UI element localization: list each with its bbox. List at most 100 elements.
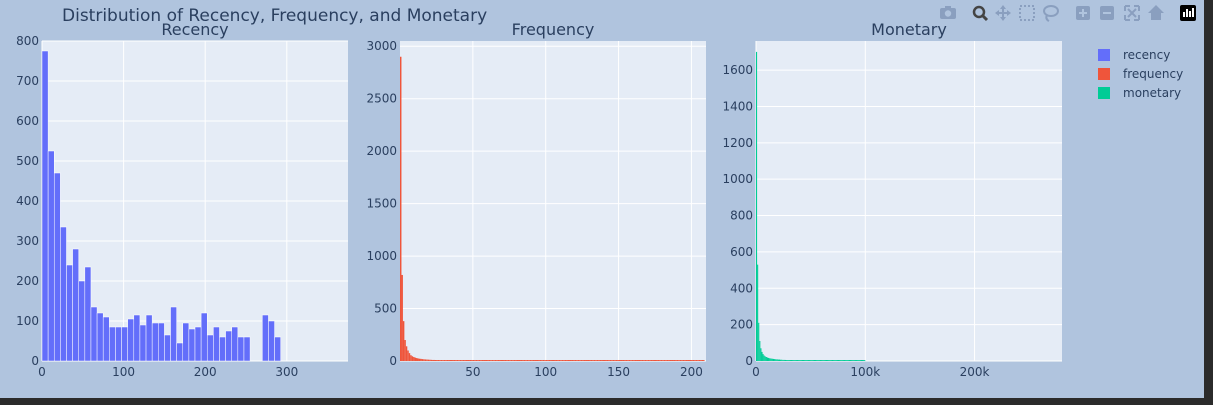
histogram-bar[interactable]: [776, 359, 778, 361]
histogram-bar[interactable]: [407, 350, 409, 361]
histogram-bar[interactable]: [777, 359, 779, 361]
histogram-bar[interactable]: [609, 360, 612, 361]
histogram-bar[interactable]: [672, 360, 674, 361]
histogram-bar[interactable]: [433, 359, 435, 361]
box-select-icon[interactable]: [1019, 5, 1035, 21]
histogram-bar[interactable]: [503, 360, 505, 361]
histogram-bar[interactable]: [458, 360, 460, 361]
histogram-bar[interactable]: [525, 360, 527, 361]
histogram-bar[interactable]: [570, 360, 572, 361]
histogram-bar[interactable]: [793, 360, 795, 361]
histogram-bar[interactable]: [188, 328, 196, 362]
histogram-bar[interactable]: [676, 360, 679, 361]
histogram-bar[interactable]: [783, 359, 785, 361]
histogram-bar[interactable]: [794, 360, 796, 361]
histogram-bar[interactable]: [512, 360, 514, 361]
histogram-bar[interactable]: [832, 360, 834, 361]
histogram-bar[interactable]: [434, 360, 437, 361]
histogram-bar[interactable]: [451, 360, 453, 361]
histogram-bar[interactable]: [484, 360, 486, 361]
histogram-bar[interactable]: [617, 360, 619, 361]
histogram-bar[interactable]: [423, 359, 425, 361]
histogram-bar[interactable]: [795, 360, 797, 361]
histogram-bar[interactable]: [158, 322, 165, 362]
histogram-bar[interactable]: [504, 360, 507, 361]
histogram-bar[interactable]: [637, 360, 639, 361]
histogram-bar[interactable]: [780, 359, 782, 361]
histogram-bar[interactable]: [785, 360, 787, 361]
histogram-bar[interactable]: [78, 280, 86, 362]
histogram-bar[interactable]: [531, 360, 533, 361]
legend-item-recency[interactable]: recency: [1098, 48, 1170, 62]
histogram-bar[interactable]: [53, 172, 61, 362]
histogram-bar[interactable]: [401, 274, 403, 361]
histogram-bar[interactable]: [448, 360, 450, 361]
histogram-bar[interactable]: [522, 360, 524, 361]
histogram-bar[interactable]: [485, 360, 488, 361]
histogram-bar[interactable]: [653, 360, 655, 361]
histogram-bar[interactable]: [622, 360, 625, 361]
histogram-bar[interactable]: [844, 360, 846, 361]
histogram-bar[interactable]: [555, 360, 558, 361]
histogram-bar[interactable]: [671, 360, 673, 361]
histogram-bar[interactable]: [858, 360, 860, 361]
histogram-bar[interactable]: [848, 360, 850, 361]
histogram-bar[interactable]: [631, 360, 634, 361]
histogram-bar[interactable]: [857, 360, 859, 361]
histogram-bar[interactable]: [541, 360, 543, 361]
histogram-bar[interactable]: [480, 360, 482, 361]
histogram-bar[interactable]: [817, 360, 819, 361]
histogram-bar[interactable]: [618, 360, 621, 361]
histogram-bar[interactable]: [598, 360, 600, 361]
histogram-bar[interactable]: [846, 360, 848, 361]
histogram-bar[interactable]: [557, 360, 559, 361]
histogram-bar[interactable]: [519, 360, 521, 361]
histogram-bar[interactable]: [792, 360, 794, 361]
histogram-bar[interactable]: [852, 360, 854, 361]
histogram-bar[interactable]: [824, 360, 826, 361]
histogram-bar[interactable]: [862, 360, 864, 361]
histogram-bar[interactable]: [582, 360, 584, 361]
histogram-bar[interactable]: [854, 360, 856, 361]
histogram-bar[interactable]: [765, 357, 767, 361]
subplot-frequency[interactable]: 0 500 1000 1500 2000 2500 3000 50 100 150 200 Freq…: [366, 20, 706, 379]
histogram-bar[interactable]: [691, 360, 693, 361]
histogram-bar[interactable]: [843, 360, 845, 361]
histogram-bar[interactable]: [496, 360, 498, 361]
histogram-bar[interactable]: [849, 360, 852, 361]
histogram-bar[interactable]: [213, 326, 220, 362]
histogram-bar[interactable]: [757, 264, 759, 361]
histogram-bar[interactable]: [410, 355, 412, 361]
histogram-bar[interactable]: [796, 360, 798, 361]
histogram-bar[interactable]: [413, 357, 415, 361]
histogram-bar[interactable]: [633, 360, 635, 361]
histogram-bar[interactable]: [602, 360, 604, 361]
histogram-bar[interactable]: [432, 359, 434, 361]
histogram-bar[interactable]: [630, 360, 632, 361]
histogram-bar[interactable]: [452, 360, 454, 361]
histogram-bar[interactable]: [545, 360, 548, 361]
histogram-bar[interactable]: [400, 56, 402, 362]
histogram-bar[interactable]: [608, 360, 610, 361]
histogram-bar[interactable]: [414, 357, 417, 361]
histogram-bar[interactable]: [640, 360, 642, 361]
legend[interactable]: recency frequency monetary: [1098, 48, 1183, 100]
histogram-bar[interactable]: [621, 360, 623, 361]
histogram-bar[interactable]: [809, 360, 811, 361]
histogram-bar[interactable]: [596, 360, 599, 361]
histogram-bar[interactable]: [72, 248, 79, 362]
histogram-bar[interactable]: [624, 360, 626, 361]
histogram-bar[interactable]: [769, 358, 771, 361]
histogram-bar[interactable]: [628, 360, 631, 361]
histogram-bar[interactable]: [586, 360, 588, 361]
histogram-bar[interactable]: [655, 360, 657, 361]
histogram-bar[interactable]: [701, 360, 704, 361]
histogram-bar[interactable]: [822, 360, 824, 361]
histogram-bar[interactable]: [772, 358, 774, 361]
histogram-bar[interactable]: [778, 359, 781, 361]
legend-item-monetary[interactable]: monetary: [1098, 86, 1181, 100]
zoom-out-icon[interactable]: [1100, 6, 1114, 20]
histogram-bar[interactable]: [771, 358, 773, 361]
subplot-monetary[interactable]: 0 200 400 600 800 1000 1200 1400 1600 0 100k 200k M…: [722, 20, 1062, 379]
histogram-bar[interactable]: [761, 351, 763, 361]
